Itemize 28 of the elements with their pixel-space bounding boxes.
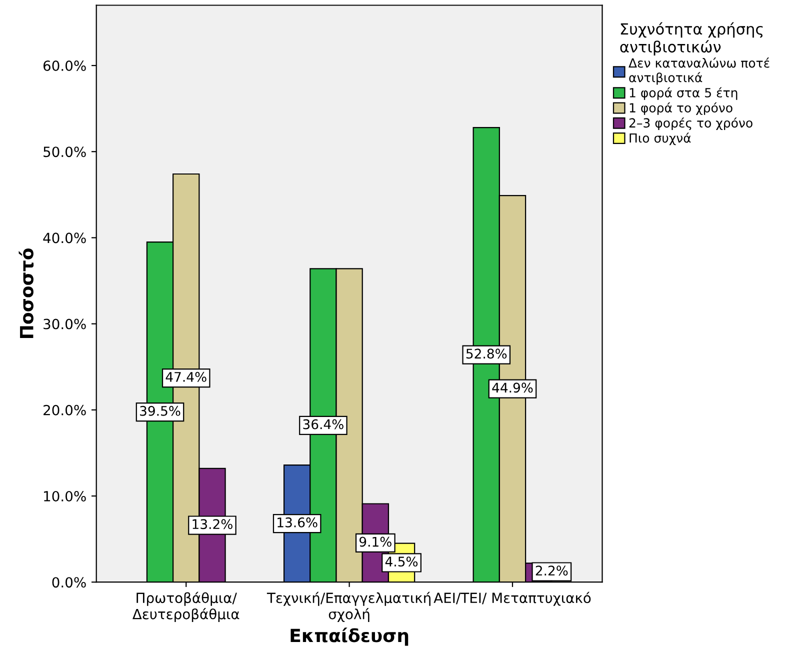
text: 4.5% [385, 556, 418, 567]
legend-label: Δεν καταναλώνω ποτέ αντιβιοτικά [628, 58, 770, 85]
text: 39.5% [140, 406, 180, 416]
y-tick-label: 40.0% [43, 232, 86, 244]
y-tick-label: 30.0% [44, 318, 86, 330]
legend-label: Πιο συχνά [630, 132, 691, 146]
text: 44.9% [492, 382, 533, 393]
legend-label: 1 φορά στα 5 έτη [630, 87, 738, 100]
y-tick-label: 0.0% [52, 577, 86, 588]
x-tick-label: Τεχνική/Επαγγελματική σχολή [266, 592, 430, 622]
text: 9.1% [359, 536, 392, 547]
text: 2.2% [536, 566, 568, 576]
y-tick-label: 50.0% [44, 146, 86, 158]
legend-title: Συχνότητα χρήσης αντιβιοτικών [620, 22, 763, 56]
x-tick-label: ΑΕΙ/ΤΕΙ/ Μεταπτυχιακό [434, 592, 591, 606]
text: 13.6% [278, 517, 318, 528]
legend-label: 1 φορά το χρόνο [630, 102, 732, 115]
x-tick-label: Πρωτοβάθμια/ Δευτεροβάθμια [132, 592, 240, 622]
y-tick-label: 20.0% [44, 404, 86, 416]
y-tick-label: 10.0% [44, 490, 86, 502]
text: 47.4% [166, 372, 206, 382]
y-tick-label: 60.0% [43, 60, 86, 71]
text: 52.8% [466, 348, 507, 359]
text: 13.2% [192, 519, 232, 530]
legend-label: 2–3 φορές το χρόνο [629, 117, 752, 130]
text: 36.4% [303, 419, 344, 430]
x-axis-title: Εκπαίδευση [290, 628, 408, 646]
y-axis-title: Ποσοστό [18, 248, 34, 338]
